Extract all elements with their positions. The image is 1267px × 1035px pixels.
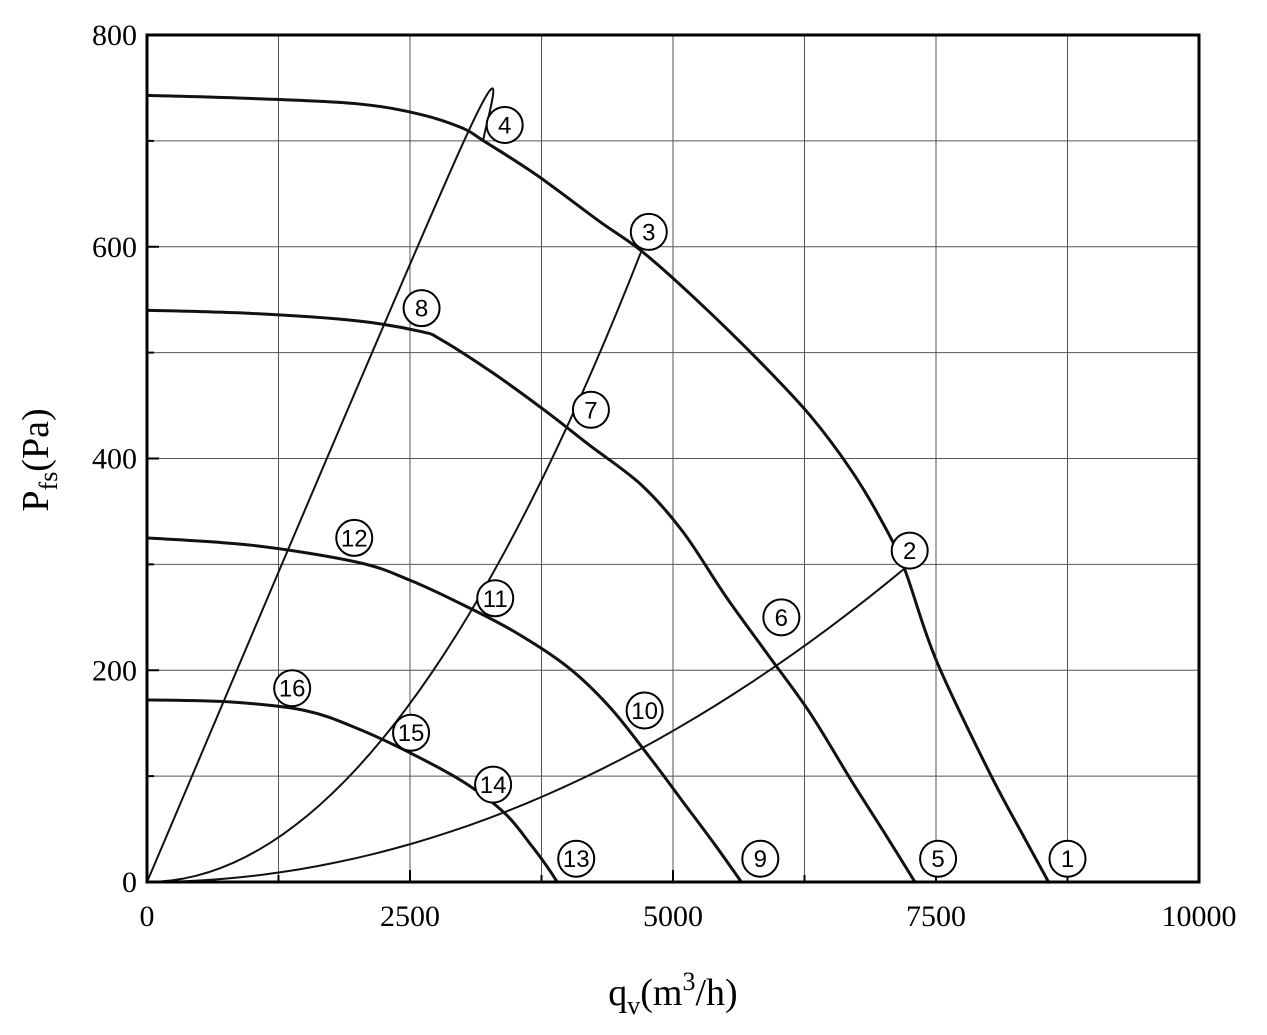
marker-circle [474, 765, 513, 804]
fan-curve-4 [145, 698, 559, 884]
fan-curve-1 [145, 93, 1051, 884]
marker-circle [392, 713, 431, 752]
marker-label: 3 [642, 219, 655, 246]
marker-label: 12 [341, 525, 368, 552]
marker-label: 11 [483, 586, 508, 613]
y-tick-label: 800 [92, 19, 137, 52]
marker-circle [402, 289, 441, 328]
marker-label: 14 [480, 772, 507, 799]
marker-label: 6 [775, 605, 788, 632]
axis-ticks: 0 2500 5000 7500 10000 0 200 400 600 800 [92, 19, 1237, 933]
fan-curve-3 [145, 536, 743, 884]
marker-circle [762, 598, 801, 637]
marker-label: 1 [1061, 846, 1074, 873]
marker-circle [629, 212, 668, 251]
x-tick-label: 0 [140, 900, 155, 933]
gridlines [147, 35, 1199, 882]
marker-label: 10 [631, 698, 658, 725]
marker-circle [1048, 839, 1087, 878]
marker-circle [557, 839, 596, 878]
y-tick-label: 200 [92, 654, 137, 687]
system-curve-6 [146, 249, 643, 883]
y-tick-label: 400 [92, 443, 137, 476]
system-curve-7 [146, 567, 906, 883]
fan-curve-2 [145, 308, 917, 884]
marker-circle [890, 531, 929, 570]
curves [145, 87, 1051, 884]
x-tick-label: 7500 [906, 900, 966, 933]
y-axis-title: Pfs(Pa) [15, 408, 63, 511]
marker-circle [335, 518, 374, 557]
marker-circle [571, 390, 610, 429]
marker-label: 7 [584, 397, 597, 424]
marker-label: 9 [754, 846, 767, 873]
y-tick-label: 0 [122, 866, 137, 899]
system-curve-5 [146, 87, 495, 883]
marker-circle [485, 105, 524, 144]
marker-circle [741, 839, 780, 878]
marker-circle [919, 839, 958, 878]
y-tick-label: 600 [92, 231, 137, 264]
marker-label: 16 [279, 676, 306, 703]
marker-circle [273, 669, 312, 708]
x-tick-label: 2500 [380, 900, 440, 933]
marker-label: 13 [563, 846, 590, 873]
x-axis-title: qv(m3/h) [608, 967, 737, 1020]
marker-label: 15 [398, 720, 425, 747]
marker-label: 8 [415, 296, 428, 323]
x-tick-label: 10000 [1162, 900, 1237, 933]
marker-circle [625, 691, 664, 730]
marker-label: 2 [903, 538, 916, 565]
marker-label: 5 [931, 846, 944, 873]
x-tick-label: 5000 [643, 900, 703, 933]
marker-label: 4 [498, 112, 511, 139]
marker-circle [476, 579, 515, 618]
